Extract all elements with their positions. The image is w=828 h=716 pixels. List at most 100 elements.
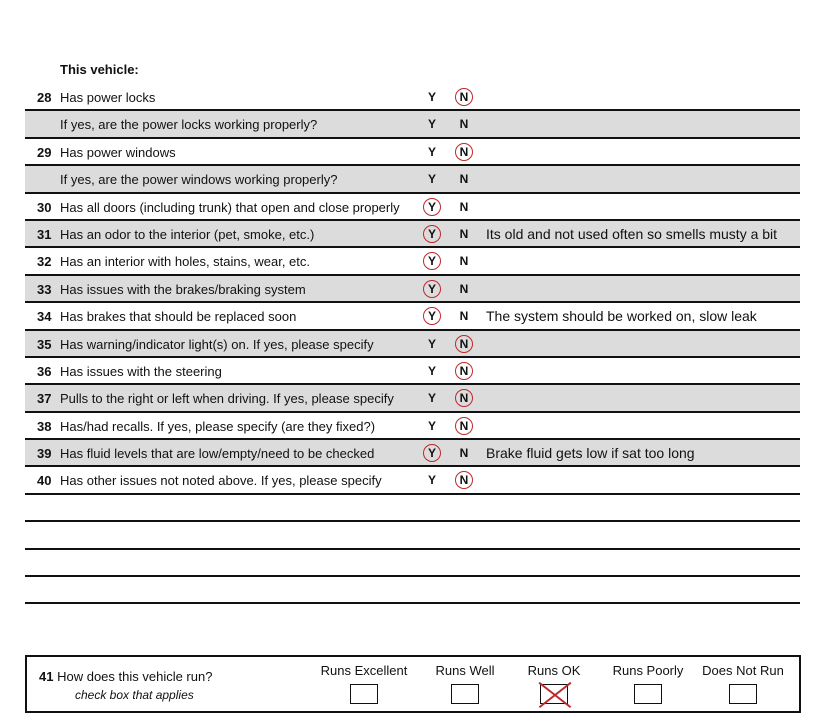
comment-field[interactable]: The system should be worked on, slow lea… — [486, 308, 757, 325]
no-option[interactable]: N — [455, 361, 473, 380]
question-number: 28 — [37, 90, 52, 105]
no-option[interactable]: N — [459, 254, 469, 269]
question-text: Has other issues not noted above. If yes… — [60, 473, 382, 489]
checkbox[interactable] — [634, 684, 662, 704]
blank-line[interactable] — [25, 522, 800, 550]
question-row: 34 Has brakes that should be replaced so… — [25, 303, 800, 331]
no-option[interactable]: N — [459, 281, 469, 296]
question-number: 32 — [37, 254, 52, 270]
question-41: 41 How does this vehicle run? — [39, 669, 212, 684]
question-text: Has brakes that should be replaced soon — [60, 309, 297, 325]
question-text: Has warning/indicator light(s) on. If ye… — [60, 336, 374, 352]
question-row: If yes, are the power windows working pr… — [25, 166, 800, 194]
option-label: Runs Poorly — [612, 663, 684, 678]
question-number: 41 — [39, 669, 54, 684]
no-option[interactable]: N — [455, 471, 473, 490]
yes-option[interactable]: Y — [427, 90, 436, 104]
question-text: Has an odor to the interior (pet, smoke,… — [60, 226, 315, 242]
yes-option[interactable]: Y — [427, 144, 436, 159]
question-text: Has an interior with holes, stains, wear… — [60, 254, 311, 270]
yes-option[interactable]: Y — [427, 473, 436, 488]
checkbox[interactable] — [350, 684, 378, 704]
yes-option[interactable]: Y — [423, 279, 441, 298]
question-row: 38 Has/had recalls. If yes, please speci… — [25, 413, 800, 441]
question-text: Has power windows — [60, 144, 176, 160]
comment-field[interactable]: Its old and not used often so smells mus… — [486, 225, 778, 242]
no-option[interactable]: N — [455, 416, 473, 435]
no-option[interactable]: N — [459, 172, 469, 187]
question-row: 33 Has issues with the brakes/braking sy… — [25, 275, 800, 304]
question-text: Has power locks — [60, 90, 156, 105]
question-number: 36 — [37, 363, 52, 379]
option-label: Does Not Run — [702, 663, 784, 678]
question-row: 28 Has power locks Y N — [25, 84, 800, 112]
run-option[interactable]: Runs Poorly — [593, 663, 703, 704]
yes-option[interactable]: Y — [427, 172, 436, 187]
no-option[interactable]: N — [459, 309, 469, 324]
checkbox[interactable] — [451, 684, 479, 704]
no-option[interactable]: N — [459, 446, 469, 461]
question-text: Has all doors (including trunk) that ope… — [60, 199, 400, 215]
yes-option[interactable]: Y — [427, 418, 436, 433]
option-label: Runs Well — [435, 663, 495, 678]
run-option[interactable]: Runs Well — [410, 663, 520, 704]
question-text: If yes, are the power locks working prop… — [60, 117, 318, 133]
yes-option[interactable]: Y — [427, 336, 436, 351]
yes-option[interactable]: Y — [423, 307, 441, 326]
question-list: 28 Has power locks Y N If yes, are the p… — [25, 84, 800, 605]
question-number: 40 — [37, 473, 52, 489]
question-row: 32 Has an interior with holes, stains, w… — [25, 248, 800, 276]
question-text: Has fluid levels that are low/empty/need… — [60, 446, 375, 462]
blank-line[interactable] — [25, 550, 800, 578]
yes-option[interactable]: Y — [423, 444, 441, 463]
question-text: Pulls to the right or left when driving.… — [60, 391, 394, 407]
yes-option[interactable]: Y — [423, 197, 441, 216]
no-option[interactable]: N — [455, 142, 473, 161]
question-row: 29 Has power windows Y N — [25, 139, 800, 167]
no-option[interactable]: N — [455, 334, 473, 353]
no-option[interactable]: N — [455, 88, 473, 106]
blank-line[interactable] — [25, 577, 800, 605]
run-option[interactable]: Does Not Run — [688, 663, 798, 704]
question-row: 36 Has issues with the steering Y N — [25, 358, 800, 386]
question-row: 35 Has warning/indicator light(s) on. If… — [25, 330, 800, 358]
yes-option[interactable]: Y — [423, 224, 441, 243]
question-number: 29 — [37, 144, 52, 160]
question-text: How does this vehicle run? — [57, 669, 213, 684]
question-text: Has issues with the steering — [60, 363, 222, 379]
checkbox[interactable] — [540, 684, 568, 704]
no-option[interactable]: N — [459, 117, 469, 132]
question-row: 39 Has fluid levels that are low/empty/n… — [25, 440, 800, 468]
no-option[interactable]: N — [459, 226, 469, 241]
question-text: If yes, are the power windows working pr… — [60, 172, 338, 188]
yes-option[interactable]: Y — [427, 391, 436, 406]
no-option[interactable]: N — [455, 389, 473, 408]
question-text: Has/had recalls. If yes, please specify … — [60, 418, 376, 434]
question-row: If yes, are the power locks working prop… — [25, 111, 800, 139]
question-number: 33 — [37, 281, 52, 297]
question-row: 40 Has other issues not noted above. If … — [25, 467, 800, 495]
section-heading: This vehicle: — [60, 62, 139, 77]
question-text: Has issues with the brakes/braking syste… — [60, 281, 306, 297]
option-label: Runs Excellent — [320, 663, 408, 678]
question-number: 35 — [37, 336, 52, 352]
question-row: 37 Pulls to the right or left when drivi… — [25, 385, 800, 413]
question-41-hint: check box that applies — [75, 688, 194, 702]
question-number: 31 — [37, 226, 52, 242]
no-option[interactable]: N — [459, 199, 469, 214]
yes-option[interactable]: Y — [427, 117, 436, 132]
comment-field[interactable]: Brake fluid gets low if sat too long — [486, 445, 695, 462]
question-row: 31 Has an odor to the interior (pet, smo… — [25, 220, 800, 249]
question-number: 37 — [37, 391, 52, 407]
question-number: 30 — [37, 199, 52, 215]
checkbox[interactable] — [729, 684, 757, 704]
question-row: 30 Has all doors (including trunk) that … — [25, 194, 800, 221]
yes-option[interactable]: Y — [423, 252, 441, 271]
run-option[interactable]: Runs OK — [499, 663, 609, 704]
option-label: Runs OK — [527, 663, 581, 678]
blank-line[interactable] — [25, 495, 800, 523]
yes-option[interactable]: Y — [427, 363, 436, 378]
question-number: 34 — [37, 309, 52, 325]
run-option[interactable]: Runs Excellent — [309, 663, 419, 704]
